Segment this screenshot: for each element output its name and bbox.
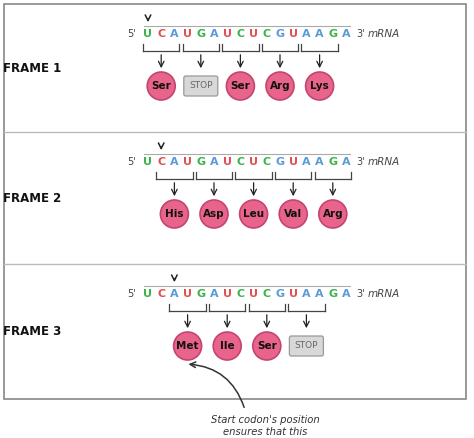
Text: Ile: Ile bbox=[220, 341, 235, 351]
Text: 5': 5' bbox=[128, 157, 137, 167]
Text: A: A bbox=[302, 289, 311, 299]
Circle shape bbox=[319, 200, 347, 228]
Text: A: A bbox=[170, 29, 179, 39]
Text: G: G bbox=[275, 157, 284, 167]
Text: U: U bbox=[183, 289, 192, 299]
Text: A: A bbox=[315, 289, 324, 299]
Text: U: U bbox=[249, 157, 258, 167]
Circle shape bbox=[239, 200, 268, 228]
Text: G: G bbox=[328, 29, 337, 39]
Text: Ser: Ser bbox=[230, 81, 250, 91]
Text: A: A bbox=[315, 29, 324, 39]
Text: C: C bbox=[237, 29, 245, 39]
Text: C: C bbox=[157, 157, 165, 167]
Text: Asp: Asp bbox=[203, 209, 225, 219]
Text: A: A bbox=[210, 289, 219, 299]
Text: mRNA: mRNA bbox=[368, 289, 400, 299]
Text: A: A bbox=[315, 157, 324, 167]
Text: A: A bbox=[342, 157, 350, 167]
Text: U: U bbox=[223, 157, 232, 167]
Text: Ser: Ser bbox=[151, 81, 171, 91]
Text: U: U bbox=[223, 289, 232, 299]
Circle shape bbox=[200, 200, 228, 228]
Text: Met: Met bbox=[176, 341, 199, 351]
Circle shape bbox=[266, 72, 294, 100]
Text: STOP: STOP bbox=[295, 342, 318, 350]
Text: His: His bbox=[165, 209, 183, 219]
Text: U: U bbox=[144, 157, 153, 167]
Text: Ser: Ser bbox=[257, 341, 277, 351]
Text: G: G bbox=[275, 29, 284, 39]
Text: G: G bbox=[328, 289, 337, 299]
Circle shape bbox=[160, 200, 188, 228]
Text: G: G bbox=[196, 29, 205, 39]
Text: C: C bbox=[263, 289, 271, 299]
Text: C: C bbox=[263, 29, 271, 39]
Text: 3': 3' bbox=[357, 29, 365, 39]
Text: U: U bbox=[223, 29, 232, 39]
Text: G: G bbox=[275, 289, 284, 299]
Text: FRAME 2: FRAME 2 bbox=[3, 191, 61, 205]
Text: C: C bbox=[237, 157, 245, 167]
Text: G: G bbox=[328, 157, 337, 167]
Text: Start codon's position
ensures that this
frame is chosen: Start codon's position ensures that this… bbox=[210, 415, 319, 438]
Text: Arg: Arg bbox=[270, 81, 290, 91]
Text: U: U bbox=[289, 289, 298, 299]
Circle shape bbox=[173, 332, 201, 360]
Text: Val: Val bbox=[284, 209, 302, 219]
Text: FRAME 1: FRAME 1 bbox=[3, 61, 61, 74]
Text: U: U bbox=[144, 289, 153, 299]
Text: 5': 5' bbox=[128, 289, 137, 299]
Text: A: A bbox=[170, 289, 179, 299]
FancyBboxPatch shape bbox=[184, 76, 218, 96]
Text: FRAME 3: FRAME 3 bbox=[3, 325, 61, 338]
Circle shape bbox=[213, 332, 241, 360]
Text: A: A bbox=[342, 29, 350, 39]
Text: A: A bbox=[170, 157, 179, 167]
Text: G: G bbox=[196, 157, 205, 167]
FancyBboxPatch shape bbox=[4, 4, 466, 399]
Text: C: C bbox=[157, 29, 165, 39]
Text: Arg: Arg bbox=[322, 209, 343, 219]
Text: A: A bbox=[210, 157, 219, 167]
Text: Leu: Leu bbox=[243, 209, 264, 219]
Text: STOP: STOP bbox=[189, 81, 212, 91]
Text: U: U bbox=[183, 29, 192, 39]
Circle shape bbox=[227, 72, 255, 100]
Text: 5': 5' bbox=[128, 29, 137, 39]
Text: U: U bbox=[289, 29, 298, 39]
Text: A: A bbox=[302, 29, 311, 39]
Circle shape bbox=[147, 72, 175, 100]
Circle shape bbox=[306, 72, 334, 100]
Text: U: U bbox=[249, 29, 258, 39]
Text: 3': 3' bbox=[357, 289, 365, 299]
Text: U: U bbox=[144, 29, 153, 39]
Text: C: C bbox=[263, 157, 271, 167]
Text: A: A bbox=[210, 29, 219, 39]
Text: G: G bbox=[196, 289, 205, 299]
Text: A: A bbox=[302, 157, 311, 167]
FancyBboxPatch shape bbox=[290, 336, 323, 356]
Text: C: C bbox=[237, 289, 245, 299]
Text: 3': 3' bbox=[357, 157, 365, 167]
Circle shape bbox=[279, 200, 307, 228]
Text: mRNA: mRNA bbox=[368, 157, 400, 167]
Text: mRNA: mRNA bbox=[368, 29, 400, 39]
Circle shape bbox=[253, 332, 281, 360]
Text: C: C bbox=[157, 289, 165, 299]
Text: Lys: Lys bbox=[310, 81, 329, 91]
Text: U: U bbox=[289, 157, 298, 167]
Text: U: U bbox=[183, 157, 192, 167]
Text: A: A bbox=[342, 289, 350, 299]
Text: U: U bbox=[249, 289, 258, 299]
